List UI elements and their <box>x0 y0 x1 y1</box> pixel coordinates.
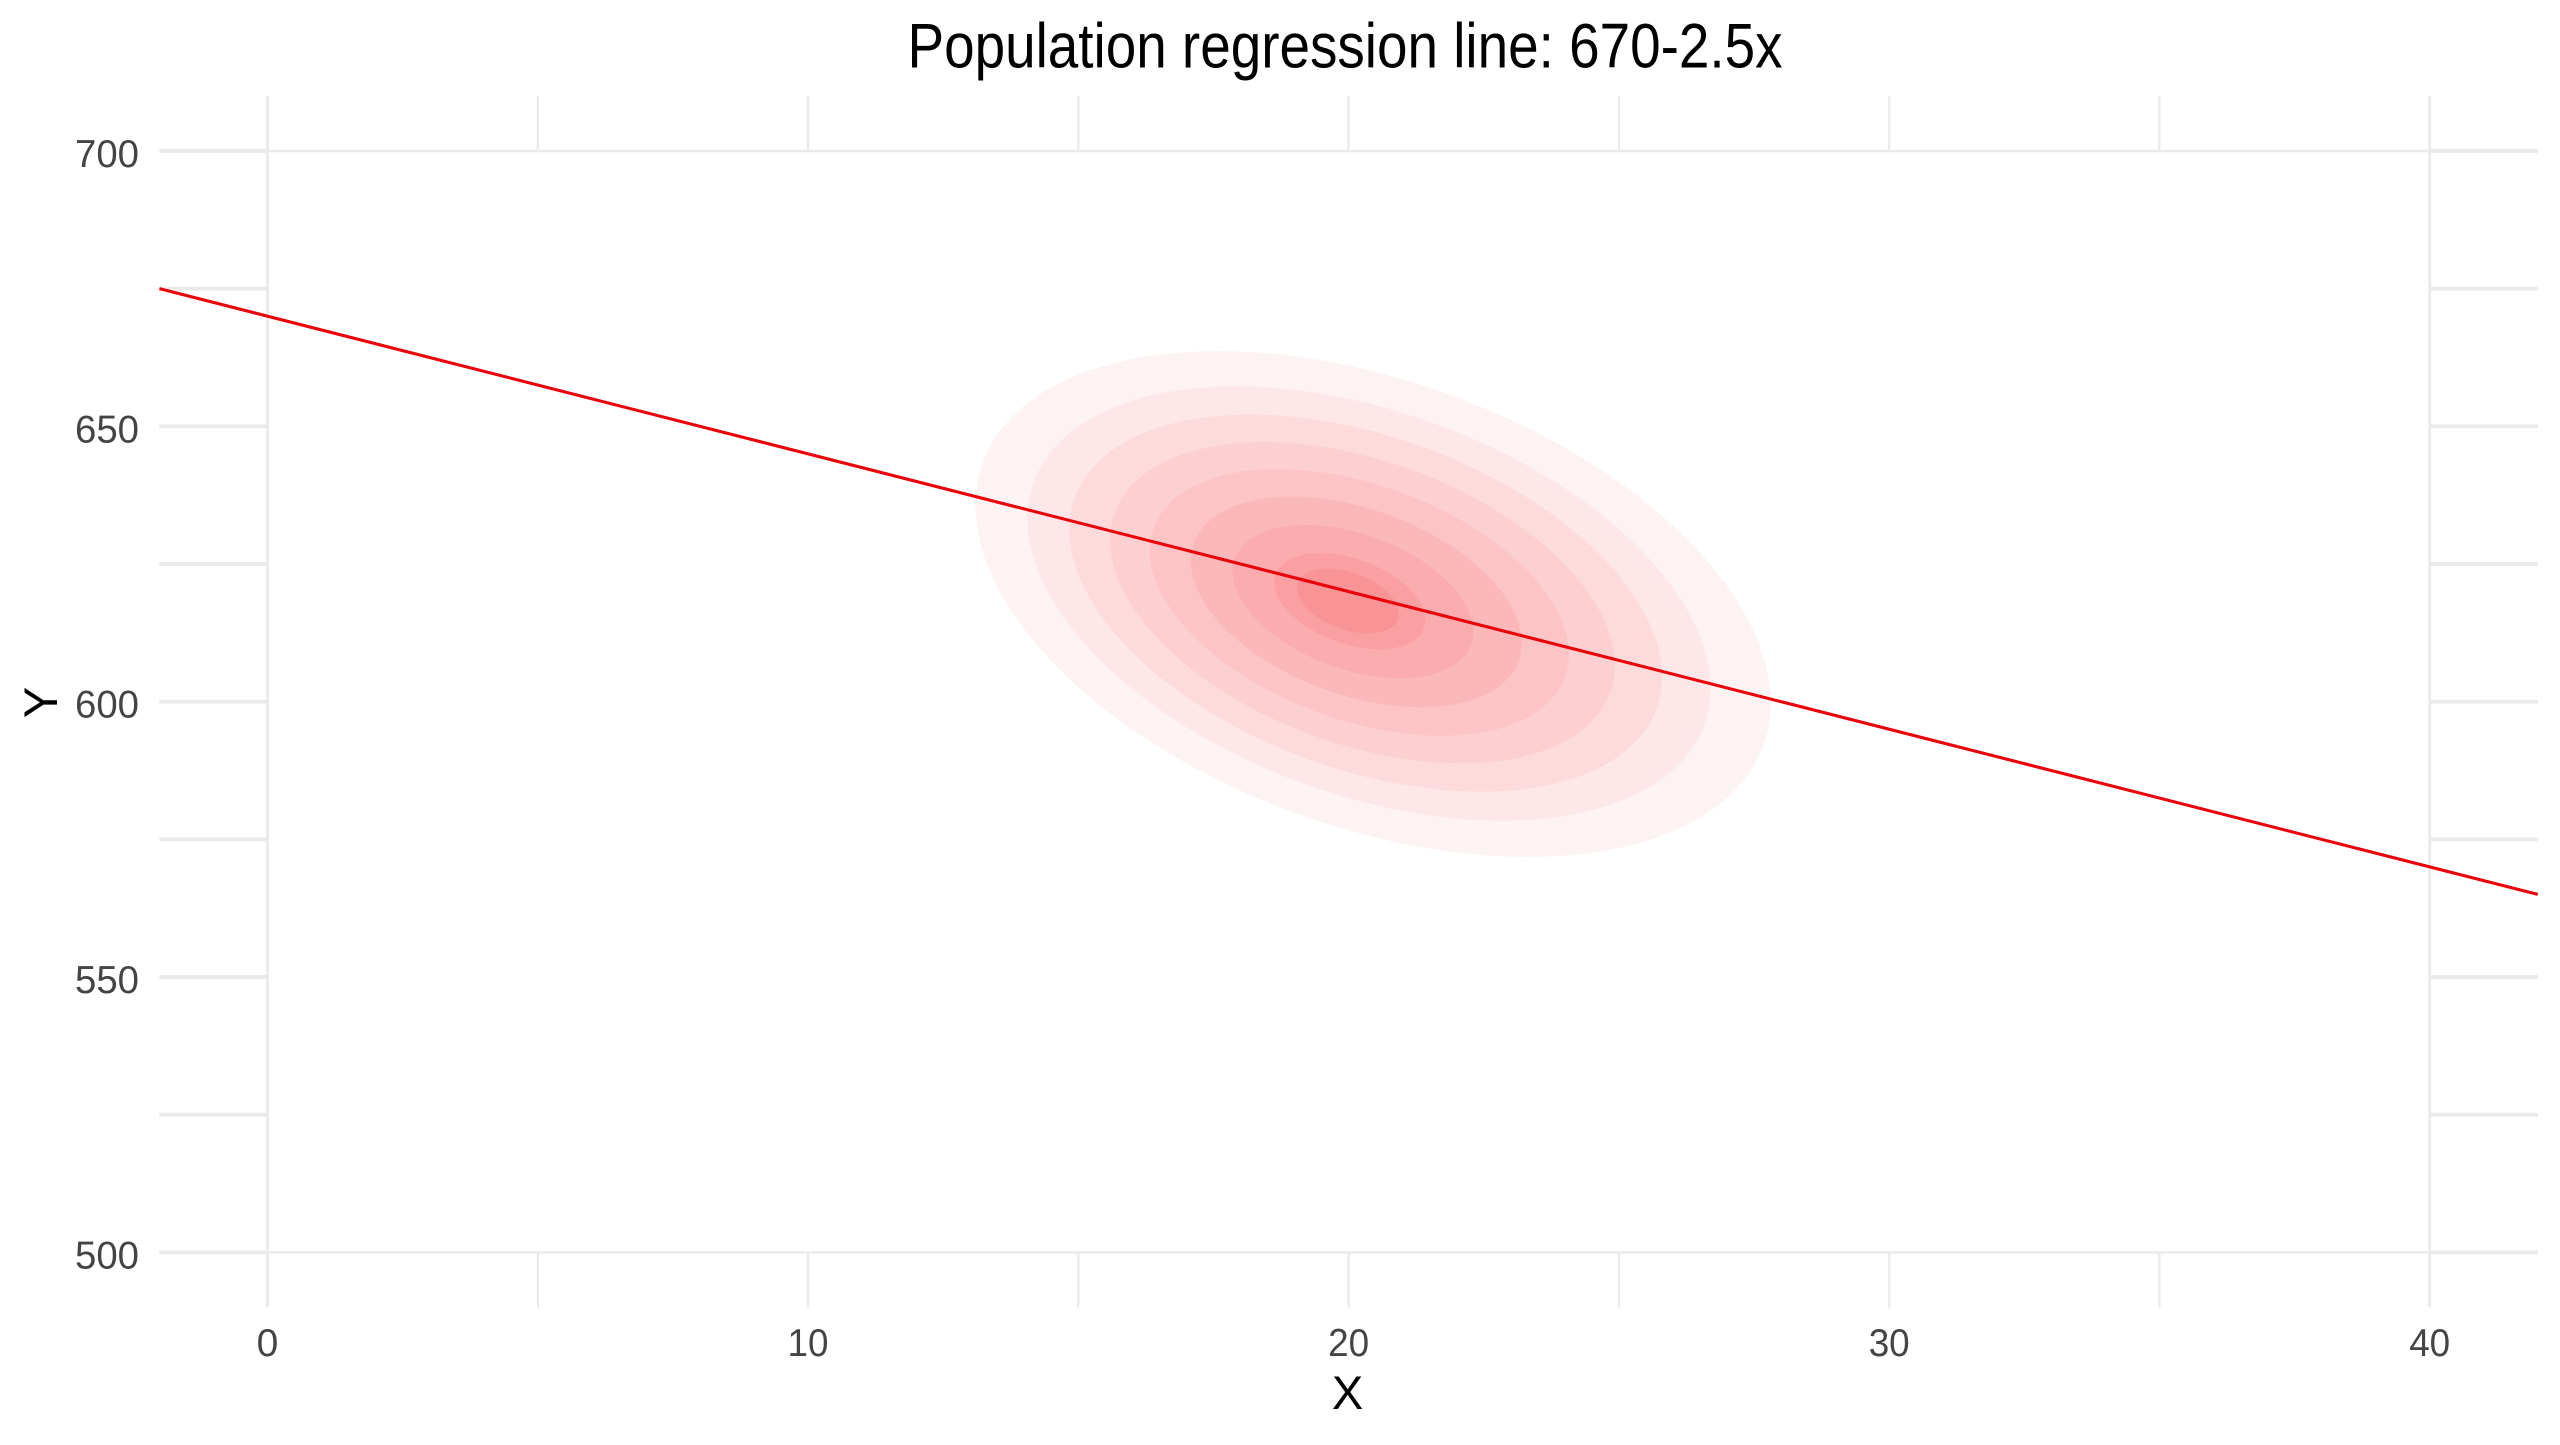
svg-text:30: 30 <box>1869 1322 1910 1365</box>
svg-text:700: 700 <box>75 133 139 176</box>
svg-text:10: 10 <box>788 1322 829 1365</box>
svg-text:550: 550 <box>75 959 139 1002</box>
svg-text:Population regression line: 67: Population regression line: 670-2.5x <box>908 12 1783 82</box>
svg-text:40: 40 <box>2409 1322 2450 1365</box>
svg-text:500: 500 <box>75 1234 139 1277</box>
svg-text:X: X <box>1332 1366 1363 1419</box>
svg-text:650: 650 <box>75 408 139 451</box>
svg-text:20: 20 <box>1328 1322 1369 1365</box>
svg-text:0: 0 <box>257 1322 279 1365</box>
svg-text:Y: Y <box>14 687 67 718</box>
svg-text:600: 600 <box>75 684 139 727</box>
